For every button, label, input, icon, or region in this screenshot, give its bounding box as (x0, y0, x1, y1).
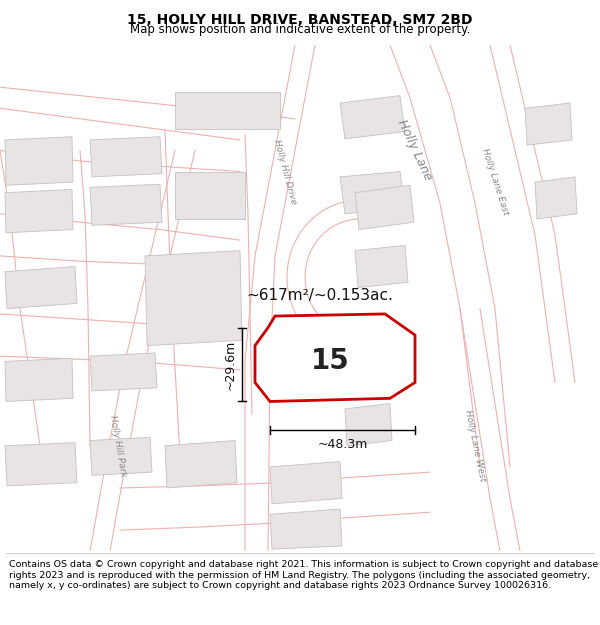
Polygon shape (145, 251, 242, 346)
Polygon shape (5, 358, 73, 401)
Polygon shape (175, 171, 245, 219)
Text: Holly Hill Drive: Holly Hill Drive (272, 138, 298, 205)
Text: Holly Hill Park: Holly Hill Park (108, 414, 128, 478)
Polygon shape (175, 92, 280, 129)
Polygon shape (165, 441, 237, 488)
Polygon shape (5, 137, 73, 185)
Polygon shape (345, 404, 392, 446)
Polygon shape (525, 103, 572, 145)
Polygon shape (355, 246, 408, 288)
Polygon shape (355, 185, 414, 229)
Polygon shape (90, 137, 162, 177)
Polygon shape (270, 509, 342, 549)
Text: ~29.6m: ~29.6m (224, 339, 237, 390)
Polygon shape (5, 442, 77, 486)
Text: Holly Lane East: Holly Lane East (480, 148, 510, 217)
Text: ~48.3m: ~48.3m (317, 438, 368, 451)
Polygon shape (340, 171, 405, 214)
Polygon shape (90, 184, 162, 226)
Polygon shape (340, 96, 405, 139)
Text: Map shows position and indicative extent of the property.: Map shows position and indicative extent… (130, 23, 470, 36)
Text: ~617m²/~0.153ac.: ~617m²/~0.153ac. (247, 288, 394, 303)
Polygon shape (90, 353, 157, 391)
Polygon shape (535, 177, 577, 219)
Polygon shape (90, 438, 152, 475)
Polygon shape (5, 189, 73, 232)
Polygon shape (5, 266, 77, 309)
Text: Contains OS data © Crown copyright and database right 2021. This information is : Contains OS data © Crown copyright and d… (9, 560, 598, 590)
Text: Holly Lane: Holly Lane (395, 118, 435, 183)
Text: 15, HOLLY HILL DRIVE, BANSTEAD, SM7 2BD: 15, HOLLY HILL DRIVE, BANSTEAD, SM7 2BD (127, 12, 473, 27)
Polygon shape (270, 462, 342, 504)
Polygon shape (255, 314, 415, 401)
Polygon shape (345, 346, 397, 382)
Text: 15: 15 (311, 348, 349, 376)
Text: Holly Lane West: Holly Lane West (463, 409, 487, 482)
